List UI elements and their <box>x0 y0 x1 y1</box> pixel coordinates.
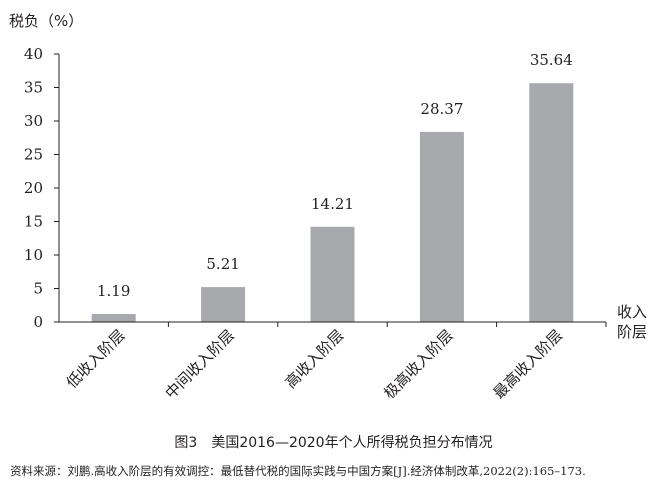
y-tick-label: 5 <box>33 280 43 298</box>
y-tick-label: 30 <box>24 112 43 130</box>
data-label: 14.21 <box>311 195 354 213</box>
bars <box>91 83 574 322</box>
y-tick-label: 40 <box>24 45 43 63</box>
data-label: 1.19 <box>97 282 130 300</box>
bar <box>529 83 574 322</box>
y-tick-label: 25 <box>24 146 43 164</box>
source-note: 资料来源：刘鹏.高收入阶层的有效调控：最低替代税的国际实践与中国方案[J].经济… <box>10 464 586 478</box>
data-label: 35.64 <box>530 51 573 69</box>
data-label: 5.21 <box>206 255 239 273</box>
y-tick-label: 35 <box>24 79 43 97</box>
y-tick-label: 10 <box>24 246 43 264</box>
y-tick-label: 20 <box>24 179 43 197</box>
x-axis-ticks: 低收入阶层 中间收入阶层 高收入阶层 极高收入阶层 最高收入阶层 <box>63 322 607 402</box>
x-axis-label: 收入阶层 <box>617 303 647 341</box>
bar <box>201 287 246 322</box>
category-label: 极高收入阶层 <box>380 326 456 402</box>
category-label: 高收入阶层 <box>282 326 348 392</box>
bar <box>310 226 355 322</box>
figure-caption: 图3 美国2016—2020年个人所得税负担分布情况 <box>174 435 493 451</box>
bar <box>91 314 136 322</box>
y-axis-ticks: 0 5 10 15 20 25 30 35 40 <box>24 45 59 331</box>
y-tick-label: 0 <box>33 313 43 331</box>
bar <box>419 131 464 322</box>
category-label: 中间收入阶层 <box>162 326 238 402</box>
category-label: 低收入阶层 <box>63 326 129 392</box>
category-label: 最高收入阶层 <box>490 326 566 402</box>
y-tick-label: 15 <box>24 213 43 231</box>
value-labels: 1.19 5.21 14.21 28.37 35.64 <box>97 51 573 300</box>
y-axis-label: 税负（%） <box>9 12 83 30</box>
data-label: 28.37 <box>420 100 463 118</box>
